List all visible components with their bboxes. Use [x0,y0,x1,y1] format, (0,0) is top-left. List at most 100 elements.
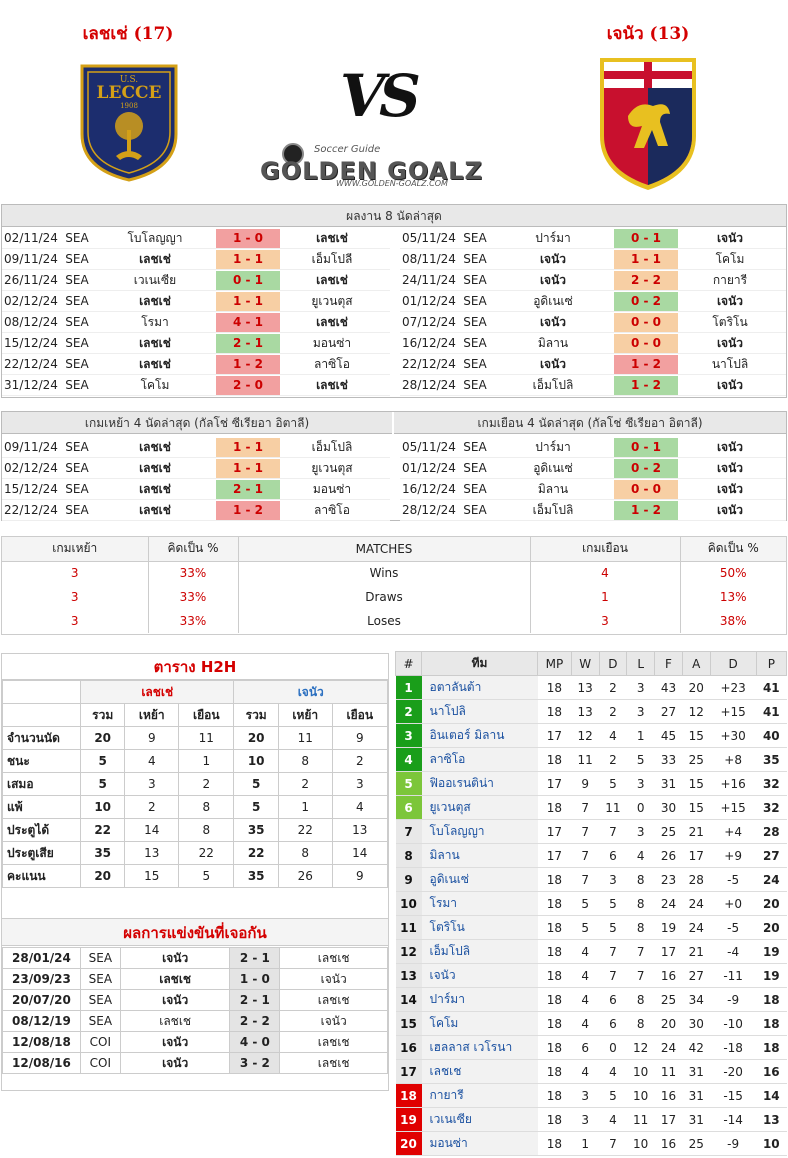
match-competition: SEA [65,315,89,329]
h2h-value: 26 [277,864,333,888]
match-row: 01/12/24 SEA อูดิเนเซ่ 0 - 2 เจนัว [400,291,786,312]
standings-stat: 18 [537,963,572,988]
match-home-team: เลชเช่ [139,481,171,496]
match-date: 15/12/24 [4,482,58,496]
match-away-team: โคโม [715,251,745,266]
summary-cell: 3 [2,609,149,633]
match-score: 0 - 0 [614,479,678,499]
standings-row: 4 ลาซิโอ 18 11 2 5 33 25 +8 35 [395,747,787,772]
standings-stat: 3 [626,771,655,796]
standings-row: 13 เจนัว 18 4 7 7 16 27 -11 19 [395,963,787,988]
match-home-team: เลชเช่ [139,251,171,266]
standings-team: กายารี [421,1083,538,1108]
summary-cell: Wins [238,561,531,585]
h2h-result-cell: เลชเช [279,947,388,969]
h2h-value: 20 [233,726,279,750]
match-row: 02/11/24 SEA โบโลญญา 1 - 0 เลชเช่ [2,228,390,249]
standings-stat: 20 [682,675,711,700]
standings-row: 12 เอ็มโปลิ 18 4 7 7 17 21 -4 19 [395,939,787,964]
standings-stat: -9 [710,987,757,1012]
match-score: 1 - 1 [614,249,678,269]
h2h-value: 2 [124,795,180,819]
matches-summary: เกมเหย้า คิดเป็น % MATCHES เกมเยือน คิดเ… [1,536,787,635]
standings-stat: 18 [537,891,572,916]
match-date: 31/12/24 [4,378,58,392]
standings-stat: 18 [537,1011,572,1036]
h2h-value: 5 [178,864,235,888]
h2h-value: 8 [178,818,235,842]
h2h-row: คะแนน 20 15 5 35 26 9 [2,864,389,888]
standings-stat: 18 [756,987,787,1012]
svg-text:1908: 1908 [120,102,138,110]
standings-stat: 17 [654,1107,683,1132]
standings-stat: 15 [682,723,711,748]
standings-stat: 3 [599,867,627,892]
match-away-team: เลชเช่ [316,272,348,287]
match-away-team: เอ็มโปลิ [311,439,353,454]
standings-stat: 4 [626,843,655,868]
match-score: 2 - 1 [216,333,280,353]
standings-stat: 11 [599,795,627,820]
standings-col-header: F [654,651,683,676]
h2h-value: 8 [178,795,235,819]
logo-tagline: Soccer Guide [314,144,381,155]
standings-stat: 18 [756,1035,787,1060]
standings-team: โคโม [421,1011,538,1036]
home-team-title: เลชเช่ (17) [82,24,174,44]
standings-stat: 18 [537,939,572,964]
match-home-team: อูดิเนเซ่ [533,293,573,308]
h2h-result-cell: SEA [79,1010,121,1032]
match-date: 16/12/24 [402,336,456,350]
match-score: 0 - 2 [614,291,678,311]
match-row: 02/12/24 SEA เลชเช่ 1 - 1 ยูเวนตุส [2,291,390,312]
match-row: 09/11/24 SEA เลชเช่ 1 - 1 เอ็มโปลี [2,249,390,270]
match-competition: SEA [463,440,487,454]
h2h-result-cell: 23/09/23 [2,968,81,990]
standings-stat: 19 [756,963,787,988]
h2h-row: แพ้ 10 2 8 5 1 4 [2,795,389,819]
h2h-value: 9 [331,726,389,750]
match-score: 1 - 1 [216,291,280,311]
standings-stat: 32 [756,795,787,820]
match-row: 01/12/24 SEA อูดิเนเซ่ 0 - 2 เจนัว [400,458,786,479]
standings-stat: 5 [571,915,600,940]
h2h-value: 20 [79,864,126,888]
match-date: 22/12/24 [402,357,456,371]
standings-stat: 7 [599,939,627,964]
match-away-team: เลชเช่ [316,377,348,392]
standings-stat: +15 [710,699,757,724]
match-away-team: เจนัว [716,481,744,496]
standings-team: มิลาน [421,843,538,868]
match-competition: SEA [65,336,89,350]
standings-stat: 1 [571,1131,600,1156]
standings-stat: 5 [626,747,655,772]
standings-stat: -5 [710,915,757,940]
h2h-row-label: จำนวนนัด [2,726,81,750]
standings-stat: 15 [682,771,711,796]
summary-cell: 38% [719,614,747,628]
h2h-value: 13 [124,841,180,865]
match-competition: SEA [65,231,89,245]
match-home-team: อูดิเนเซ่ [533,460,573,475]
match-score: 1 - 1 [216,458,280,478]
match-competition: SEA [463,336,487,350]
standings-team: โบโลญญา [421,819,538,844]
match-score: 0 - 2 [614,458,678,478]
standings-stat: +4 [710,819,757,844]
match-date: 02/12/24 [4,294,58,308]
standings-row: 14 ปาร์มา 18 4 6 8 25 34 -9 18 [395,987,787,1012]
standings-position: 10 [395,891,422,916]
standings-stat: 17 [537,843,572,868]
h2h-result-row: 28/01/24 SEA เจนัว 2 - 1 เลชเช [2,947,388,969]
standings-stat: 20 [654,1011,683,1036]
standings-position: 9 [395,867,422,892]
standings-stat: 4 [599,1059,627,1084]
standings-stat: 42 [682,1035,711,1060]
h2h-row: ประตูเสีย 35 13 22 22 8 14 [2,841,389,865]
standings-row: 10 โรมา 18 5 5 8 24 24 +0 20 [395,891,787,916]
standings-stat: 15 [682,795,711,820]
standings-stat: 40 [756,723,787,748]
standings-row: 3 อินเตอร์ มิลาน 17 12 4 1 45 15 +30 40 [395,723,787,748]
h2h-result-cell: COI [79,1052,121,1074]
match-competition: SEA [463,357,487,371]
